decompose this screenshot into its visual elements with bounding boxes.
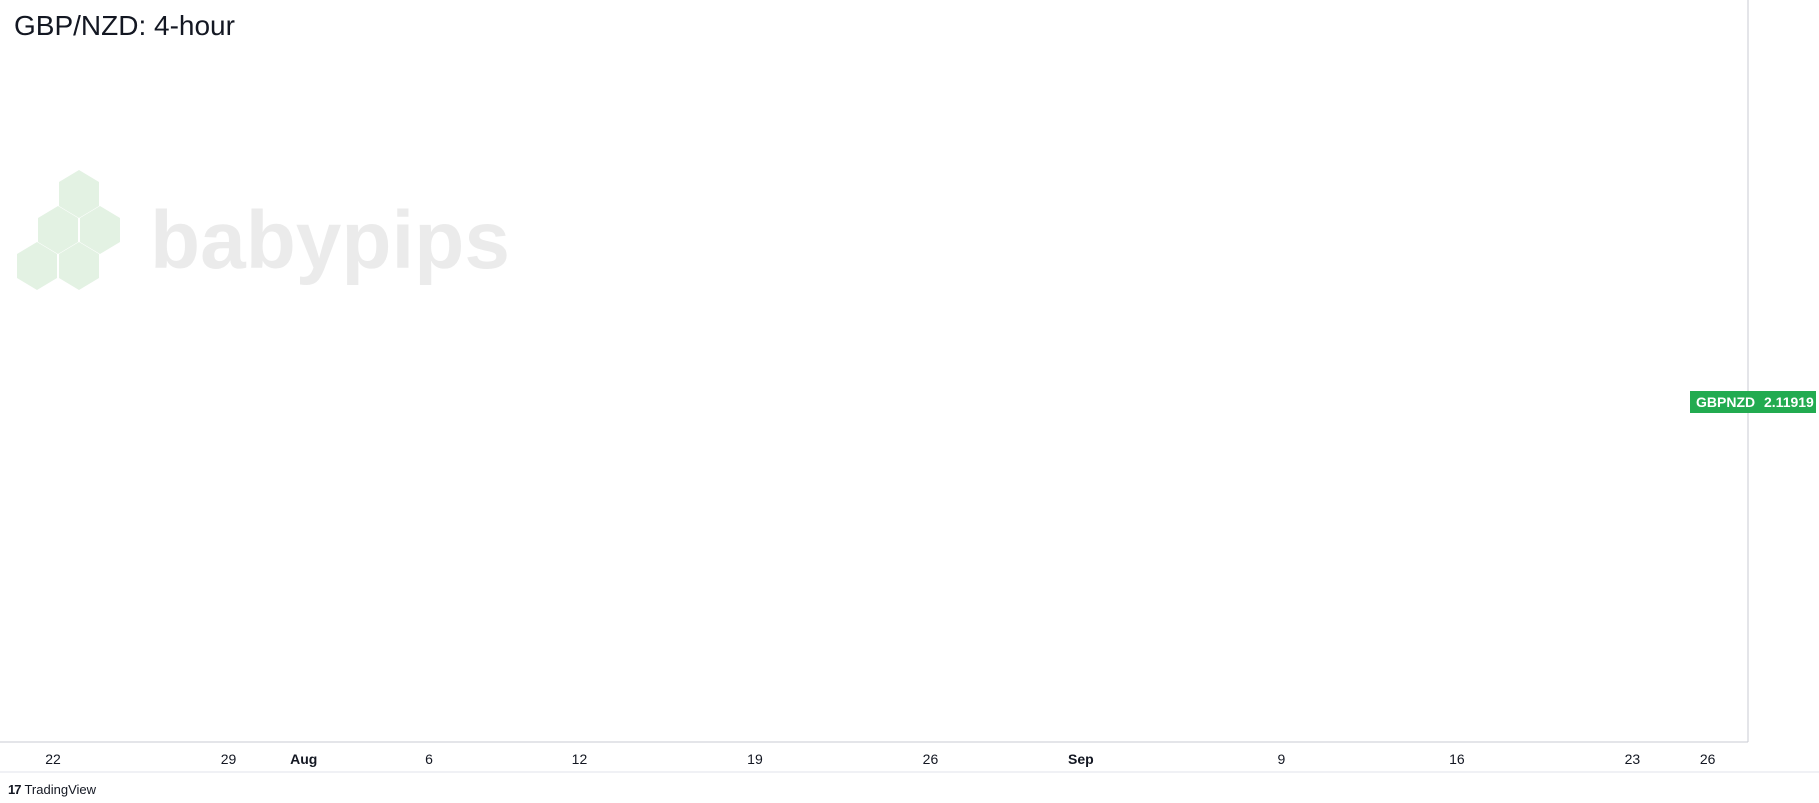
x-tick-label: 29: [221, 751, 237, 767]
tradingview-icon: 17: [8, 782, 22, 797]
x-tick-label: 19: [747, 751, 763, 767]
tradingview-brand: TradingView: [24, 782, 97, 797]
tradingview-logo: 17 TradingView: [8, 782, 96, 797]
x-tick-label: 26: [923, 751, 939, 767]
last-price-badge: GBPNZD 2.11919: [1690, 391, 1816, 413]
x-axis: 22 29 Aug 6 12 19 26 Sep 9 16 23 26: [45, 751, 1715, 767]
x-tick-label: Aug: [290, 751, 317, 767]
watermark-brand: babypips: [150, 195, 510, 286]
badge-price: 2.11919: [1764, 394, 1814, 410]
badge-symbol: GBPNZD: [1696, 394, 1756, 410]
x-tick-label: 26: [1700, 751, 1716, 767]
x-tick-label: 22: [45, 751, 61, 767]
x-tick-label: 16: [1449, 751, 1465, 767]
x-tick-label: 9: [1278, 751, 1286, 767]
x-tick-label: Sep: [1068, 751, 1094, 767]
chart-title: GBP/NZD: 4-hour: [14, 10, 235, 41]
x-tick-label: 23: [1625, 751, 1641, 767]
x-tick-label: 12: [572, 751, 588, 767]
babypips-watermark-logo: babypips: [17, 170, 510, 290]
x-tick-label: 6: [425, 751, 433, 767]
